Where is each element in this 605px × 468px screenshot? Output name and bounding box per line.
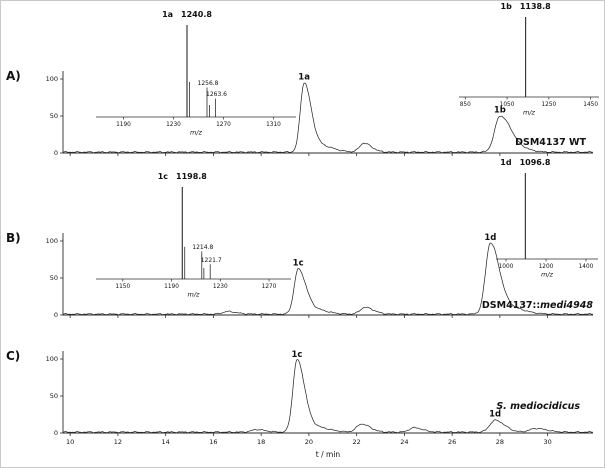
- mz-tick-label: 1230: [166, 122, 181, 128]
- x-tick-label: 30: [543, 438, 551, 446]
- mz-tick-label: 1190: [164, 284, 179, 290]
- mz-tick-label: 1150: [115, 284, 130, 290]
- mass-spectrum-inset: 850 1050 1250 1450 m/z 1b 1138.8: [459, 2, 599, 117]
- mz-axis-title: m/z: [523, 109, 536, 117]
- sample-label-C: S. mediocidicus: [496, 401, 580, 412]
- x-tick-label: 26: [448, 438, 456, 446]
- x-tick-label: 12: [114, 438, 122, 446]
- y-tick-label: 0: [54, 429, 58, 437]
- mz-tick-label: 1250: [541, 102, 556, 108]
- panel-label-A: A): [6, 69, 21, 83]
- mz-tick-label: 1310: [266, 122, 281, 128]
- x-tick-label: 20: [305, 438, 313, 446]
- inset-title: 1a 1240.8: [162, 10, 212, 19]
- x-axis-title: t / min: [316, 450, 341, 459]
- peak-label: 1d: [489, 409, 501, 419]
- inset-title: 1d 1096.8: [500, 158, 551, 167]
- mz-tick-label: 1400: [579, 264, 594, 270]
- mz-tick-label: 1050: [500, 102, 515, 108]
- y-tick-label: 50: [50, 392, 58, 400]
- mz-tick-label: 1190: [116, 122, 131, 128]
- mz-axis-title: m/z: [188, 291, 201, 299]
- x-tick-label: 28: [496, 438, 504, 446]
- y-tick-label: 0: [54, 149, 58, 157]
- peak-label: 1c: [291, 350, 302, 360]
- y-tick-label: 100: [46, 75, 58, 83]
- mz-tick-label: 1000: [499, 264, 514, 270]
- x-tick-label: 10: [66, 438, 74, 446]
- mz-axis-title: m/z: [541, 271, 554, 279]
- mass-spectrum-inset: 1000 1200 1400 m/z 1d 1096.8: [496, 158, 598, 279]
- mz-tick-label: 1450: [583, 102, 598, 108]
- sample-label-A-text: DSM4137 WT: [515, 137, 586, 148]
- y-tick-label: 50: [50, 274, 58, 282]
- mz-tick-label: 1230: [213, 284, 228, 290]
- sample-label-A: DSM4137 WT: [515, 137, 586, 148]
- mass-stick-label: 1214.8: [192, 244, 213, 251]
- y-tick-label: 100: [46, 355, 58, 363]
- peak-label: 1b: [494, 106, 506, 116]
- mass-stick-label: 1263.6: [206, 91, 227, 98]
- inset-title: 1b 1138.8: [501, 2, 552, 11]
- inset-title: 1c 1198.8: [158, 172, 208, 181]
- mz-axis-title: m/z: [190, 129, 203, 137]
- panel-B: 0 50 100 1c 1d 1150 1190 1230 1270 m/z 1214.8 1221.…: [46, 158, 598, 319]
- panel-A: 0 50 100 1a 1b 1190 1230 1270 1310 m/z 1256.8 1263.…: [46, 2, 599, 157]
- y-tick-label: 50: [50, 112, 58, 120]
- peak-label: 1a: [298, 72, 310, 82]
- sample-label-B: DSM4137::medi4948: [482, 300, 593, 311]
- mass-spectrum-inset: 1150 1190 1230 1270 m/z 1214.8 1221.7 1c 1198.8: [96, 172, 291, 299]
- mass-spectrum-inset: 1190 1230 1270 1310 m/z 1256.8 1263.6 1a 1240.8: [96, 10, 296, 137]
- mz-tick-label: 850: [460, 102, 471, 108]
- sample-label-B-gene: medi4948: [540, 300, 593, 311]
- panel-label-B: B): [6, 231, 21, 245]
- y-tick-label: 100: [46, 237, 58, 245]
- mass-stick-label: 1256.8: [198, 80, 219, 87]
- x-tick-label: 14: [162, 438, 170, 446]
- mz-tick-label: 1200: [539, 264, 554, 270]
- x-tick-label: 24: [400, 438, 408, 446]
- panel-label-C: C): [6, 349, 21, 363]
- chromatogram-trace: [62, 242, 593, 316]
- mass-stick-label: 1221.7: [201, 257, 222, 264]
- panel-C: 0 50 100 10 12 14 16 18 20 22 24 26 28 30 t / min 1c 1d: [46, 350, 593, 459]
- peak-label: 1d: [484, 233, 496, 243]
- x-tick-label: 22: [353, 438, 361, 446]
- x-tick-label: 18: [257, 438, 265, 446]
- peak-label: 1c: [293, 259, 304, 269]
- chromatogram-trace: [62, 82, 593, 154]
- y-tick-label: 0: [54, 311, 58, 319]
- mz-tick-label: 1270: [216, 122, 231, 128]
- sample-label-B-text: DSM4137::: [481, 300, 541, 311]
- mz-tick-label: 1270: [262, 284, 277, 290]
- chromatogram-trace: [62, 359, 593, 434]
- x-tick-label: 16: [209, 438, 217, 446]
- sample-label-C-text: S. mediocidicus: [496, 401, 580, 412]
